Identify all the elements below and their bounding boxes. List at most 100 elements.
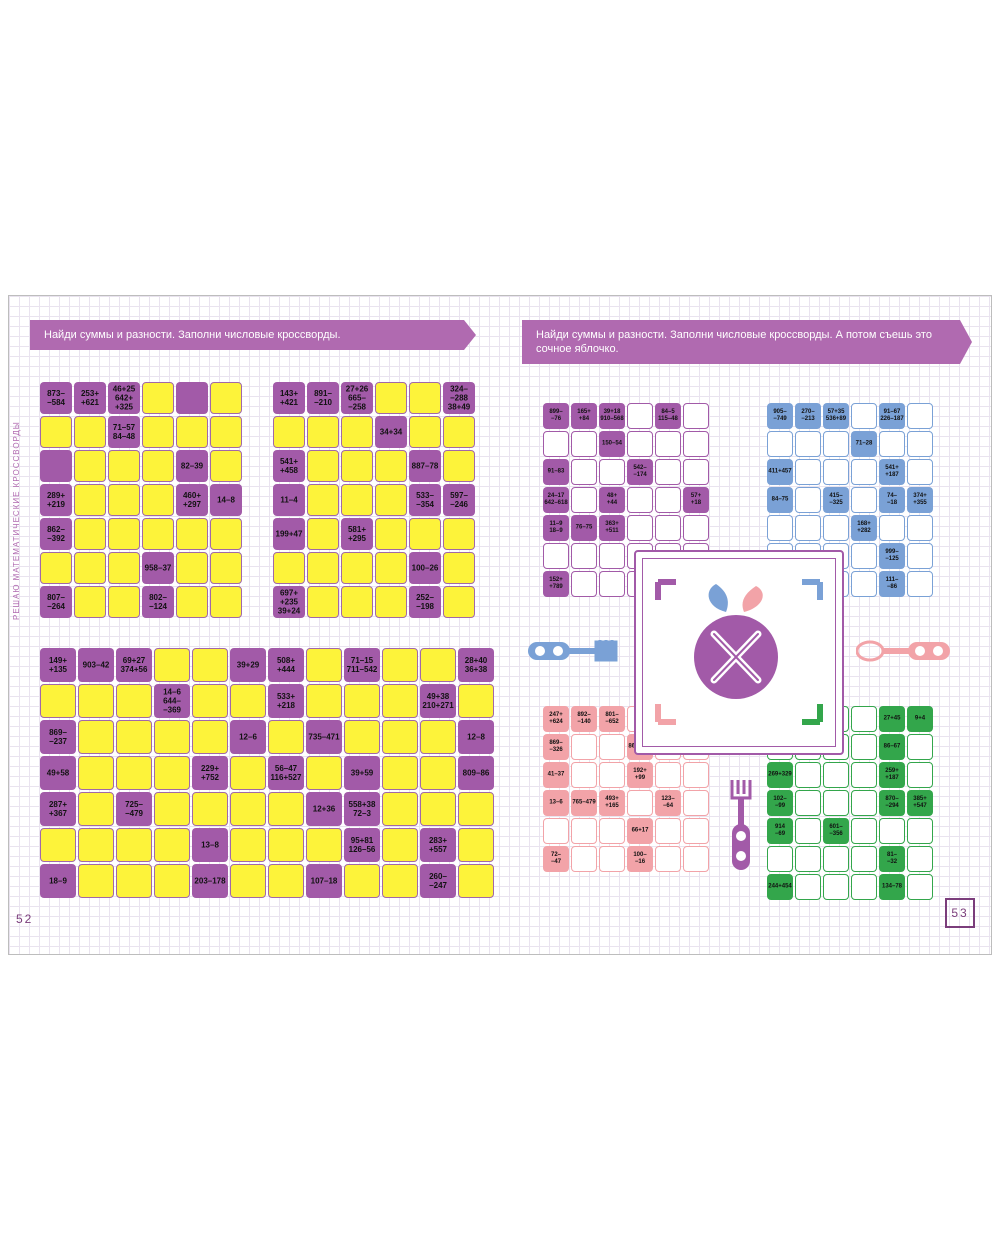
- answer-cell[interactable]: [458, 828, 494, 862]
- answer-cell[interactable]: [344, 720, 380, 754]
- answer-cell[interactable]: [74, 484, 106, 516]
- answer-cell[interactable]: [375, 518, 407, 550]
- answer-cell[interactable]: [443, 450, 475, 482]
- answer-cell[interactable]: [176, 586, 208, 618]
- answer-cell[interactable]: [344, 864, 380, 898]
- answer-cell[interactable]: [108, 450, 140, 482]
- answer-cell[interactable]: [655, 762, 681, 788]
- answer-cell[interactable]: [655, 818, 681, 844]
- answer-cell[interactable]: [851, 459, 877, 485]
- answer-cell[interactable]: [795, 487, 821, 513]
- answer-cell[interactable]: [823, 846, 849, 872]
- answer-cell[interactable]: [420, 720, 456, 754]
- answer-cell[interactable]: [78, 792, 114, 826]
- answer-cell[interactable]: [655, 459, 681, 485]
- answer-cell[interactable]: [627, 431, 653, 457]
- answer-cell[interactable]: [571, 431, 597, 457]
- answer-cell[interactable]: [655, 846, 681, 872]
- answer-cell[interactable]: [851, 706, 877, 732]
- answer-cell[interactable]: [907, 403, 933, 429]
- answer-cell[interactable]: [341, 484, 373, 516]
- answer-cell[interactable]: [230, 792, 266, 826]
- answer-cell[interactable]: [409, 518, 441, 550]
- answer-cell[interactable]: [627, 515, 653, 541]
- answer-cell[interactable]: [142, 416, 174, 448]
- answer-cell[interactable]: [78, 864, 114, 898]
- answer-cell[interactable]: [823, 762, 849, 788]
- answer-cell[interactable]: [443, 518, 475, 550]
- answer-cell[interactable]: [192, 648, 228, 682]
- answer-cell[interactable]: [823, 874, 849, 900]
- answer-cell[interactable]: [192, 684, 228, 718]
- answer-cell[interactable]: [210, 416, 242, 448]
- answer-cell[interactable]: [795, 790, 821, 816]
- answer-cell[interactable]: [307, 450, 339, 482]
- answer-cell[interactable]: [571, 734, 597, 760]
- answer-cell[interactable]: [851, 762, 877, 788]
- answer-cell[interactable]: [458, 792, 494, 826]
- answer-cell[interactable]: [420, 792, 456, 826]
- answer-cell[interactable]: [78, 684, 114, 718]
- answer-cell[interactable]: [78, 756, 114, 790]
- answer-cell[interactable]: [210, 552, 242, 584]
- answer-cell[interactable]: [655, 515, 681, 541]
- answer-cell[interactable]: [458, 684, 494, 718]
- answer-cell[interactable]: [116, 828, 152, 862]
- answer-cell[interactable]: [74, 416, 106, 448]
- answer-cell[interactable]: [599, 734, 625, 760]
- answer-cell[interactable]: [154, 792, 190, 826]
- answer-cell[interactable]: [341, 586, 373, 618]
- answer-cell[interactable]: [74, 450, 106, 482]
- answer-cell[interactable]: [851, 790, 877, 816]
- answer-cell[interactable]: [571, 459, 597, 485]
- answer-cell[interactable]: [230, 756, 266, 790]
- answer-cell[interactable]: [307, 484, 339, 516]
- answer-cell[interactable]: [409, 382, 441, 414]
- answer-cell[interactable]: [907, 734, 933, 760]
- answer-cell[interactable]: [851, 403, 877, 429]
- answer-cell[interactable]: [851, 487, 877, 513]
- answer-cell[interactable]: [307, 552, 339, 584]
- answer-cell[interactable]: [767, 515, 793, 541]
- answer-cell[interactable]: [307, 518, 339, 550]
- answer-cell[interactable]: [655, 487, 681, 513]
- answer-cell[interactable]: [375, 484, 407, 516]
- answer-cell[interactable]: [142, 450, 174, 482]
- answer-cell[interactable]: [907, 543, 933, 569]
- answer-cell[interactable]: [268, 720, 304, 754]
- answer-cell[interactable]: [176, 552, 208, 584]
- answer-cell[interactable]: [599, 543, 625, 569]
- answer-cell[interactable]: [154, 756, 190, 790]
- answer-cell[interactable]: [627, 790, 653, 816]
- answer-cell[interactable]: [230, 828, 266, 862]
- answer-cell[interactable]: [443, 586, 475, 618]
- answer-cell[interactable]: [116, 720, 152, 754]
- answer-cell[interactable]: [571, 571, 597, 597]
- answer-cell[interactable]: [108, 552, 140, 584]
- answer-cell[interactable]: [176, 416, 208, 448]
- answer-cell[interactable]: [907, 846, 933, 872]
- answer-cell[interactable]: [823, 515, 849, 541]
- answer-cell[interactable]: [210, 382, 242, 414]
- answer-cell[interactable]: [108, 518, 140, 550]
- answer-cell[interactable]: [851, 874, 877, 900]
- answer-cell[interactable]: [273, 552, 305, 584]
- answer-cell[interactable]: [599, 846, 625, 872]
- answer-cell[interactable]: [655, 431, 681, 457]
- answer-cell[interactable]: [306, 828, 342, 862]
- answer-cell[interactable]: [543, 431, 569, 457]
- answer-cell[interactable]: [307, 416, 339, 448]
- answer-cell[interactable]: [382, 720, 418, 754]
- answer-cell[interactable]: [375, 450, 407, 482]
- answer-cell[interactable]: [382, 648, 418, 682]
- answer-cell[interactable]: [823, 431, 849, 457]
- answer-cell[interactable]: [683, 846, 709, 872]
- answer-cell[interactable]: [382, 828, 418, 862]
- answer-cell[interactable]: [306, 756, 342, 790]
- answer-cell[interactable]: [543, 818, 569, 844]
- answer-cell[interactable]: [344, 684, 380, 718]
- answer-cell[interactable]: [627, 487, 653, 513]
- answer-cell[interactable]: [74, 518, 106, 550]
- answer-cell[interactable]: [420, 756, 456, 790]
- answer-cell[interactable]: [851, 543, 877, 569]
